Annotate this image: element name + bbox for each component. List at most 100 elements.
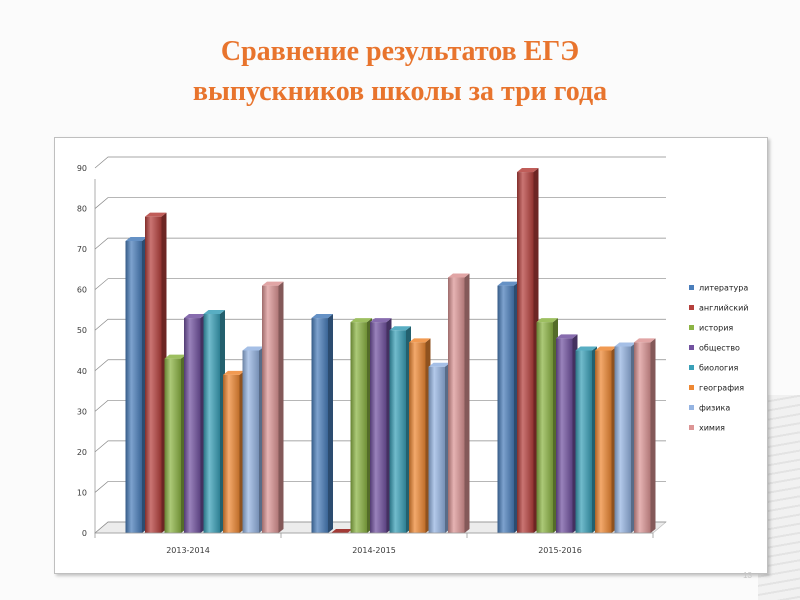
bar-2013-2014-география: [223, 370, 245, 533]
slide-title-line-2: выпускников школы за три года: [192, 76, 608, 107]
bar-2015-2016-физика: [614, 342, 636, 533]
bar-top: [242, 346, 264, 351]
y-tick-label: 30: [77, 407, 87, 416]
bar-side: [278, 281, 284, 533]
bar-top: [389, 326, 411, 331]
legend-label: история: [699, 324, 733, 333]
bar-front: [145, 216, 162, 533]
bar-front: [203, 314, 220, 533]
bar-2014-2015-биология: [389, 326, 411, 533]
x-category-label: 2014-2015: [352, 546, 396, 555]
legend-swatch: [689, 405, 694, 410]
bar-2014-2015-общество: [370, 318, 392, 533]
bar-2015-2016-литература: [497, 281, 519, 533]
gridline: [94, 359, 666, 372]
bar-top: [262, 281, 284, 286]
bar-top: [203, 310, 225, 314]
legend-label: литература: [699, 284, 748, 293]
bar-2015-2016-английский: [517, 168, 539, 534]
legend-label: география: [699, 384, 744, 393]
bar-front: [428, 366, 445, 533]
bar-top: [614, 342, 636, 347]
bar-top: [409, 338, 431, 343]
bar-2013-2014-биология: [203, 310, 225, 533]
legend-swatch: [689, 385, 694, 390]
y-tick-label: 0: [82, 529, 87, 538]
legend-swatch: [689, 305, 694, 310]
legend-label: английский: [699, 304, 748, 313]
bar-chart: 0 10 20 30 40 50 60 70 80 90 2013-2014 2014-2015 201…: [77, 156, 748, 555]
legend-swatch: [689, 425, 694, 430]
bar-front: [370, 322, 387, 533]
legend-label: химия: [699, 424, 725, 433]
bar-2014-2015-физика: [428, 362, 450, 533]
y-tick-label: 70: [77, 245, 87, 254]
bar-front: [556, 338, 573, 533]
bar-top: [556, 334, 578, 339]
bar-front: [575, 350, 592, 533]
bar-top: [164, 354, 186, 359]
bar-top: [536, 318, 558, 323]
bar-2015-2016-химия: [634, 338, 656, 533]
bar-front: [311, 318, 328, 533]
bar-front: [448, 277, 465, 533]
legend-label: биология: [699, 364, 738, 373]
y-tick-label: 80: [77, 205, 87, 214]
bar-2013-2014-химия: [262, 281, 284, 533]
bar-side: [464, 273, 470, 533]
chart-frame: 0 10 20 30 40 50 60 70 80 90 2013-2014 2014-2015 201…: [54, 137, 768, 574]
bar-side: [328, 314, 333, 533]
slide-title-line-1: Сравнение результатов ЕГЭ: [220, 36, 580, 67]
bar-top: [517, 168, 539, 173]
bar-top: [448, 273, 470, 278]
gridline: [94, 440, 666, 453]
bar-top: [350, 318, 372, 323]
legend-label: общество: [699, 344, 740, 353]
bar-top: [497, 281, 519, 286]
bar-front: [184, 318, 201, 533]
gridline: [94, 156, 666, 169]
bar-front: [350, 322, 367, 533]
bar-front: [164, 358, 181, 533]
gridline: [94, 399, 666, 412]
gridline: [94, 197, 666, 209]
bar-top: [370, 318, 392, 323]
bar-2013-2014-общество: [184, 314, 206, 533]
bar-top: [311, 314, 333, 319]
bar-2013-2014-литература: [125, 237, 147, 533]
bar-2014-2015-химия: [448, 273, 470, 533]
bar-2015-2016-география: [595, 346, 617, 533]
bar-2014-2015-история: [350, 318, 372, 533]
bar-front: [634, 342, 651, 533]
bar-side: [650, 338, 656, 533]
bar-top: [634, 338, 656, 343]
gridline: [94, 278, 666, 290]
gridline: [94, 521, 666, 534]
bar-top: [575, 346, 597, 351]
bar-front: [536, 322, 553, 533]
bar-zero: [331, 529, 353, 533]
bar-2014-2015-литература: [311, 314, 333, 533]
bar-front: [389, 330, 406, 533]
y-tick-label: 90: [77, 164, 87, 173]
bar-top: [223, 370, 245, 375]
legend-label: физика: [699, 404, 730, 413]
gridline: [94, 318, 666, 331]
bar-top: [145, 212, 167, 217]
x-category-label: 2015-2016: [538, 546, 582, 555]
bar-front: [125, 241, 142, 533]
y-tick-label: 20: [77, 448, 87, 457]
x-category-label: 2013-2014: [166, 546, 210, 555]
bar-front: [517, 172, 534, 534]
y-tick-label: 60: [77, 286, 87, 295]
y-tick-label: 50: [77, 326, 87, 335]
bar-front: [614, 346, 631, 533]
bar-2014-2015-английский: [331, 529, 353, 533]
bar-2015-2016-история: [536, 318, 558, 533]
bar-front: [223, 374, 240, 533]
bar-front: [497, 285, 514, 533]
gridline: [94, 237, 666, 250]
bar-2015-2016-биология: [575, 346, 597, 533]
bar-top: [125, 237, 147, 241]
bar-2015-2016-общество: [556, 334, 578, 533]
